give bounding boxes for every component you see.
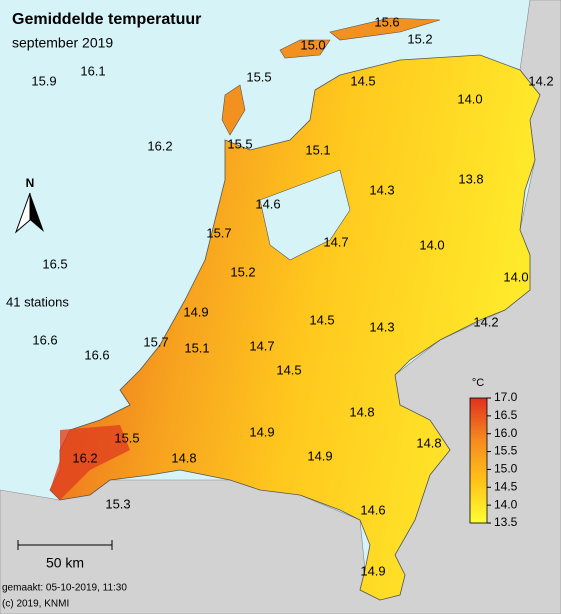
station-value: 14.5 xyxy=(276,362,301,377)
station-value: 16.5 xyxy=(42,256,67,271)
station-value: 13.8 xyxy=(458,171,483,186)
station-value: 14.6 xyxy=(255,196,280,211)
scale-label: 50 km xyxy=(46,555,84,571)
station-value: 16.6 xyxy=(84,347,109,362)
station-value: 14.9 xyxy=(249,424,274,439)
station-value: 15.1 xyxy=(305,142,330,157)
station-value: 14.0 xyxy=(419,237,444,252)
legend-tick-label: 14.5 xyxy=(494,479,518,493)
station-value: 15.3 xyxy=(105,496,130,511)
legend-tick-label: 17.0 xyxy=(494,390,518,404)
station-value: 15.6 xyxy=(374,14,399,29)
station-value: 14.8 xyxy=(349,404,374,419)
islands xyxy=(221,17,441,136)
station-value: 14.5 xyxy=(309,312,334,327)
station-value: 15.7 xyxy=(206,225,231,240)
station-value: 14.9 xyxy=(360,563,385,578)
station-value: 16.6 xyxy=(32,332,57,347)
legend-tick-label: 16.5 xyxy=(494,408,518,422)
station-value: 15.1 xyxy=(184,340,209,355)
station-value: 15.5 xyxy=(114,430,139,445)
station-value: 14.8 xyxy=(171,450,196,465)
legend-tick-label: 14.0 xyxy=(494,497,518,511)
legend-tick-label: 13.5 xyxy=(494,515,518,529)
station-value: 14.6 xyxy=(360,502,385,517)
scale-bar xyxy=(17,540,113,550)
north-label: N xyxy=(26,176,35,190)
station-value: 14.0 xyxy=(503,269,528,284)
legend-tick-label: 16.0 xyxy=(494,426,518,440)
stations: 15.6 15.0 15.2 15.9 16.1 15.5 14.5 14.2 14.0 16.2… xyxy=(31,14,553,578)
legend: 17.0 16.5 16.0 15.5 15.0 14.5 14.0 13.5 xyxy=(469,390,518,529)
legend-unit: °C xyxy=(472,377,484,389)
station-value: 16.1 xyxy=(80,63,105,78)
made-date: gemaakt: 05-10-2019, 11:30 xyxy=(2,583,127,594)
station-value: 14.3 xyxy=(369,319,394,334)
legend-tick-label: 15.5 xyxy=(494,444,518,458)
station-value: 14.8 xyxy=(416,435,441,450)
netherlands xyxy=(49,54,541,601)
station-value: 14.0 xyxy=(457,91,482,106)
station-value: 14.9 xyxy=(183,304,208,319)
legend-tick-label: 15.0 xyxy=(494,462,518,476)
station-value: 14.3 xyxy=(369,182,394,197)
station-value: 16.2 xyxy=(147,138,172,153)
station-value: 14.5 xyxy=(350,73,375,88)
station-value: 15.5 xyxy=(246,69,271,84)
lake xyxy=(259,169,351,261)
station-count: 41 stations xyxy=(6,294,69,309)
station-value: 15.2 xyxy=(407,31,432,46)
station-value: 14.2 xyxy=(473,314,498,329)
station-value: 14.7 xyxy=(323,234,348,249)
colorbar xyxy=(469,397,488,524)
subtitle: september 2019 xyxy=(12,35,113,51)
station-value: 15.7 xyxy=(143,334,168,349)
hot-area xyxy=(50,425,130,500)
station-value: 15.5 xyxy=(227,136,252,151)
copyright: (c) 2019, KNMI xyxy=(2,599,69,610)
station-value: 14.2 xyxy=(528,73,553,88)
north-arrow xyxy=(30,193,44,232)
north-arrow xyxy=(14,192,31,234)
station-value: 16.2 xyxy=(72,450,97,465)
station-value: 15.2 xyxy=(230,264,255,279)
station-value: 14.9 xyxy=(307,448,332,463)
title: Gemiddelde temperatuur xyxy=(12,11,201,28)
station-value: 15.9 xyxy=(31,73,56,88)
station-value: 15.0 xyxy=(300,37,325,52)
station-value: 14.7 xyxy=(249,338,274,353)
